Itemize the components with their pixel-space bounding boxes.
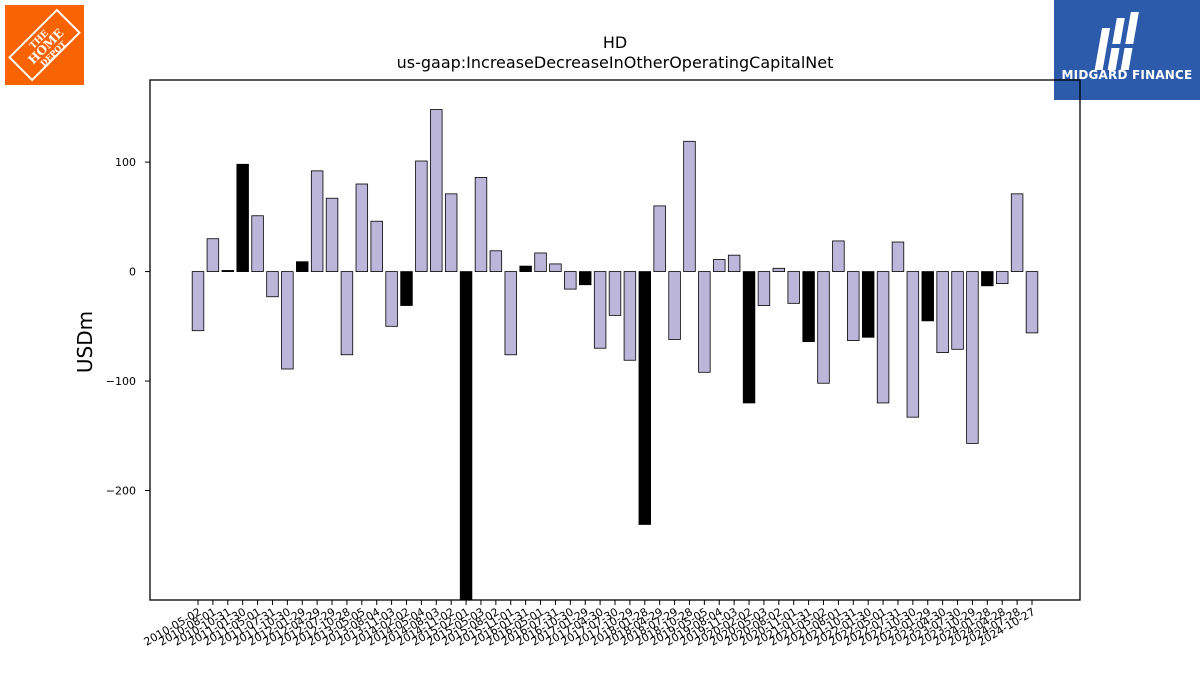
bar <box>489 250 503 272</box>
bar <box>817 271 830 384</box>
bar <box>355 183 369 272</box>
bar <box>683 140 696 272</box>
bar <box>221 270 234 272</box>
bar <box>668 271 681 340</box>
bar <box>981 271 994 287</box>
bar <box>861 271 875 338</box>
bars-layer <box>191 109 1039 601</box>
bar <box>787 271 800 304</box>
y-tick-label: −100 <box>106 375 136 388</box>
bar <box>340 271 354 356</box>
bar <box>385 271 398 327</box>
bar <box>757 271 771 306</box>
bar <box>296 261 309 272</box>
bar <box>802 271 815 343</box>
bar <box>772 267 786 272</box>
midgard-finance-wordmark: MIDGARD FINANCE <box>1061 68 1193 82</box>
y-axis-label: USDm <box>73 311 97 373</box>
bar <box>847 271 860 341</box>
bar <box>832 240 845 272</box>
bar <box>727 254 741 272</box>
bar <box>906 271 920 418</box>
bar <box>474 177 488 272</box>
bar <box>996 271 1009 285</box>
chart-subtitle: us-gaap:IncreaseDecreaseInOtherOperating… <box>397 53 834 72</box>
bar <box>325 197 339 272</box>
bar <box>1010 193 1024 272</box>
bar <box>579 271 592 286</box>
bar <box>966 271 979 444</box>
y-tick-label: 0 <box>129 266 136 279</box>
bar <box>623 271 637 361</box>
bar <box>921 271 934 322</box>
bar <box>400 271 413 306</box>
bar <box>653 205 666 272</box>
x-axis: 2010-05-022010-08-012010-10-312011-01-30… <box>142 600 1038 649</box>
bar <box>549 263 562 272</box>
bar <box>608 271 622 316</box>
bar <box>713 259 726 272</box>
bar <box>638 271 651 525</box>
bar <box>504 271 517 356</box>
bar <box>281 271 294 370</box>
bar <box>564 271 577 290</box>
bar <box>936 271 949 353</box>
bar <box>266 271 279 298</box>
y-tick-label: −200 <box>106 485 136 498</box>
bar <box>891 241 905 272</box>
bar <box>459 271 473 601</box>
bar <box>444 193 458 272</box>
y-tick-label: 100 <box>115 156 136 169</box>
bar <box>951 271 964 350</box>
bar <box>430 109 443 272</box>
bar <box>534 252 547 272</box>
bar <box>370 220 383 272</box>
bar <box>236 163 249 272</box>
midgard-finance-logo: MIDGARD FINANCE <box>1054 0 1200 100</box>
bar <box>593 271 607 349</box>
bar <box>876 271 890 404</box>
bar <box>206 238 220 272</box>
bar <box>1025 271 1039 334</box>
bar <box>310 170 324 272</box>
bar <box>519 265 532 272</box>
home-depot-logo: THE HOME DEPOT <box>5 5 84 85</box>
bar <box>251 215 264 272</box>
bar <box>742 271 756 404</box>
bar <box>191 271 205 332</box>
bar <box>698 271 711 373</box>
y-axis: 100 0 −100 −200 <box>106 156 150 498</box>
chart-title: HD <box>603 33 627 52</box>
bar <box>415 160 428 272</box>
